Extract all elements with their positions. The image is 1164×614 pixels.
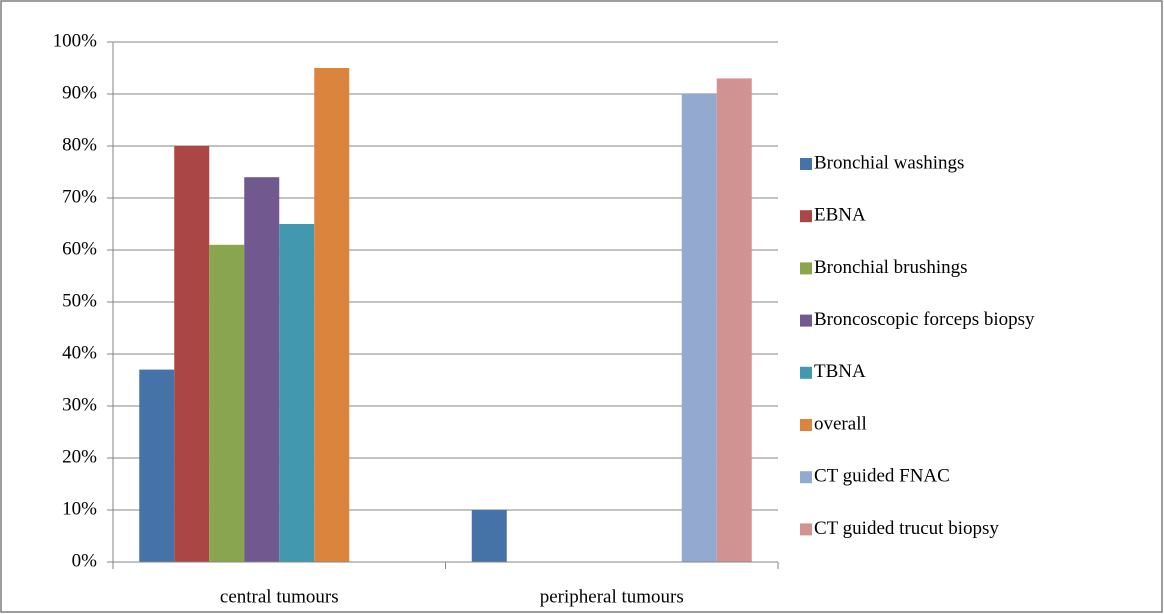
legend-label: CT guided FNAC [814,466,950,487]
y-tick-label: 10% [62,498,97,519]
y-tick-label: 40% [62,342,97,363]
legend-label: overall [814,413,867,434]
legend-swatch [800,158,812,170]
y-tick-label: 60% [62,238,97,259]
legend-swatch [800,523,812,536]
x-tick-label: central tumours [220,586,339,607]
legend-label: TBNA [814,361,866,382]
bar [314,68,350,562]
y-tick-label: 50% [62,290,97,311]
x-tick-label: peripheral tumours [540,586,684,607]
legend-swatch [800,366,812,379]
bar [279,224,315,562]
legend-swatch [800,210,812,223]
y-tick-label: 90% [62,82,97,103]
y-tick-label: 80% [62,134,97,155]
legend-label: EBNA [814,205,866,226]
legend-swatch [800,262,812,275]
bar [209,244,245,563]
y-tick-label: 100% [53,30,98,51]
bar [716,78,752,563]
legend-label: CT guided trucut biopsy [814,518,999,539]
bar [681,94,717,562]
y-tick-label: 0% [72,550,98,571]
bar [244,177,280,562]
bar [174,146,210,562]
legend-swatch [800,314,812,327]
legend-swatch [800,419,812,431]
legend-label: Broncoscopic forceps biopsy [814,309,1035,330]
legend-label: Bronchial brushings [814,257,968,278]
bar [471,510,507,562]
legend-swatch [800,471,812,484]
y-tick-label: 30% [62,394,97,415]
bar [139,369,175,562]
y-tick-label: 70% [62,186,97,207]
y-tick-label: 20% [62,446,97,467]
legend-label: Bronchial washings [814,152,964,173]
